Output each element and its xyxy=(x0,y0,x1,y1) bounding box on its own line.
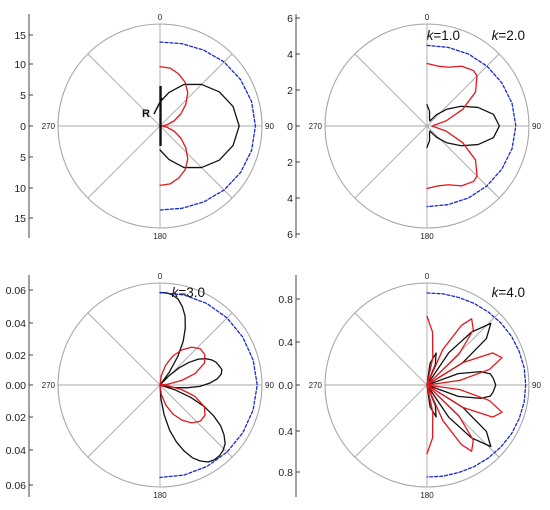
angle-label-270: 270 xyxy=(309,122,323,131)
series-line-black xyxy=(159,291,226,463)
radial-tick-label: 0.8 xyxy=(278,467,293,479)
polar-grid-diagonal xyxy=(354,53,500,199)
angle-label-180: 180 xyxy=(420,491,434,500)
radial-tick-label: 0.04 xyxy=(6,318,27,330)
radial-tick-label: 0 xyxy=(20,121,26,133)
angle-label-180: 180 xyxy=(420,232,434,241)
angle-label-180: 180 xyxy=(153,232,167,241)
angle-label-0: 0 xyxy=(158,272,163,281)
radial-tick-label: 4 xyxy=(287,193,293,205)
angle-label-270: 270 xyxy=(42,381,56,390)
radial-tick-label: 0 xyxy=(287,121,293,133)
panel-label: k=4.0 xyxy=(492,285,525,300)
radial-tick-label: 2 xyxy=(287,85,293,97)
series-line-red xyxy=(426,62,478,190)
radial-tick-label: 5 xyxy=(20,90,26,102)
polar-panel-2: 0 90 180 270 6 4 2 0 2 4 6 k=2.0 xyxy=(287,13,541,241)
series-line-red xyxy=(426,315,503,455)
series-line-black xyxy=(426,103,501,149)
panel-label: k=3.0 xyxy=(172,285,205,300)
radial-tick-label: 0.8 xyxy=(278,294,293,306)
radial-tick-label: 0.4 xyxy=(278,337,293,349)
series-line-blue-dashed xyxy=(426,44,517,208)
panel-label: k=1.0 xyxy=(427,28,460,43)
angle-label-270: 270 xyxy=(309,381,323,390)
series-line-black xyxy=(426,322,497,448)
series-line-black xyxy=(159,83,240,169)
angle-label-0: 0 xyxy=(425,13,430,22)
series-line-red xyxy=(159,65,189,187)
radial-tick-label: 0.06 xyxy=(6,480,27,492)
radial-tick-label: 2 xyxy=(287,157,293,169)
radial-tick-label: 0.06 xyxy=(6,285,27,297)
radial-tick-label: 5 xyxy=(20,152,26,164)
angle-label-0: 0 xyxy=(158,13,163,22)
radial-tick-label: 0.04 xyxy=(6,445,27,457)
radial-tick-label: 0.02 xyxy=(6,350,27,362)
radial-tick-label: 15 xyxy=(14,30,26,42)
radial-tick-label: 0.00 xyxy=(6,380,27,392)
angle-label-90: 90 xyxy=(532,122,541,131)
radial-tick-label: 4 xyxy=(287,49,293,61)
radial-tick-label: 10 xyxy=(14,59,26,71)
radial-tick-label: 15 xyxy=(14,213,26,225)
angle-label-90: 90 xyxy=(265,381,274,390)
radial-tick-label: 0.4 xyxy=(278,426,293,438)
series-line-red xyxy=(159,346,206,424)
angle-label-0: 0 xyxy=(425,272,430,281)
panel-label: k=2.0 xyxy=(492,28,525,43)
radial-tick-label: 10 xyxy=(14,183,26,195)
radial-tick-label: 0.0 xyxy=(278,380,293,392)
r-annotation: R xyxy=(142,108,150,120)
angle-label-180: 180 xyxy=(153,491,167,500)
series-line-blue-dashed xyxy=(426,292,527,478)
polar-panel-1: 0 90 180 270 15 10 5 0 5 10 15 k=1.0 R xyxy=(14,13,460,241)
radial-tick-label: 6 xyxy=(287,13,293,25)
series-line-blue-dashed xyxy=(159,41,257,211)
radial-tick-label: 6 xyxy=(287,229,293,241)
radial-tick-label: 0.02 xyxy=(6,412,27,424)
angle-label-270: 270 xyxy=(42,122,56,131)
angle-label-90: 90 xyxy=(532,381,541,390)
angle-label-90: 90 xyxy=(265,122,274,131)
polar-panel-4: 0 90 180 270 0.8 0.4 0.0 0.4 0.8 k=4.0 xyxy=(278,272,541,500)
series-line-blue-dashed xyxy=(159,291,258,479)
polar-panel-3: 0 90 180 270 0.06 0.04 0.02 0.00 0.02 0.04 0.06 k=3… xyxy=(6,272,275,500)
